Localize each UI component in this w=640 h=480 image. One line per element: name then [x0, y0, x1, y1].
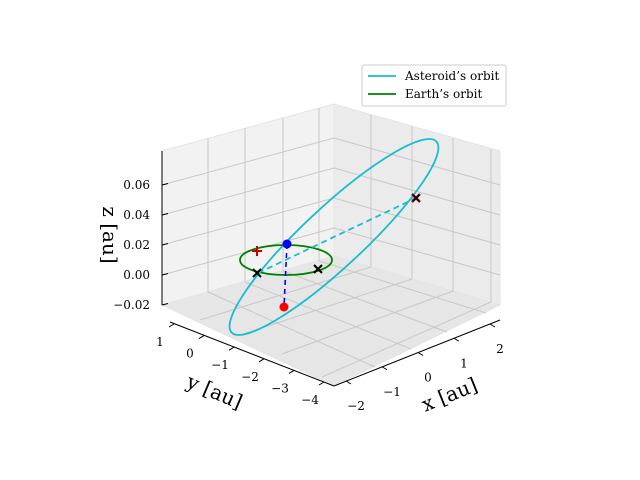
- marker-red-plus: [252, 246, 262, 256]
- x-tick-label: 2: [496, 342, 504, 356]
- grid-lines: [161, 108, 501, 378]
- y-tick-mark: [168, 323, 175, 328]
- x-tick-mark: [381, 366, 388, 371]
- asteroid-dashed-connector: [257, 197, 417, 274]
- z-tick-mark: [161, 183, 169, 186]
- y-axis-ticks: 1 0 −1 −2 −3 −4: [156, 323, 325, 407]
- y-tick-mark: [228, 346, 235, 351]
- x-tick-label: 1: [460, 356, 468, 370]
- y-tick-label: −2: [241, 370, 259, 384]
- z-axis-label: z [au]: [98, 206, 122, 263]
- z-tick-mark: [161, 243, 169, 246]
- legend-label-asteroid: Asteroid’s orbit: [404, 69, 499, 83]
- series-asteroid-orbit: [228, 138, 440, 336]
- marker-x-middle: [313, 264, 323, 274]
- z-tick-mark: [161, 273, 169, 276]
- z-tick-mark: [161, 303, 169, 306]
- z-axis-ticks: −0.02 0.00 0.02 0.04 0.06: [113, 178, 169, 312]
- x-tick-label: 0: [424, 371, 432, 385]
- z-tick-mark: [161, 213, 169, 216]
- y-tick-label: 0: [186, 347, 194, 361]
- y-tick-label: −1: [211, 358, 229, 372]
- x-tick-mark: [345, 380, 352, 385]
- y-tick-mark: [198, 335, 205, 340]
- plot-data: [228, 138, 440, 336]
- legend-frame: [361, 64, 507, 107]
- x-tick-mark: [489, 323, 496, 328]
- y-tick-mark: [288, 369, 295, 374]
- legend: Asteroid’s orbit Earth’s orbit: [361, 64, 507, 107]
- marker-x-left: [252, 268, 262, 278]
- x-tick-label: −2: [347, 399, 365, 413]
- z-drop-connector: [283, 243, 288, 308]
- marker-blue-dot: [282, 239, 292, 249]
- z-tick-label: 0.02: [123, 238, 150, 252]
- x-tick-mark: [417, 352, 424, 356]
- z-tick-label: 0.00: [123, 268, 150, 282]
- x-tick-mark: [453, 337, 460, 342]
- y-tick-mark: [258, 358, 265, 363]
- y-tick-label: 1: [156, 335, 164, 349]
- y-axis-label: y [au]: [182, 369, 246, 414]
- y-tick-mark: [318, 381, 325, 386]
- z-tick-label: 0.06: [123, 178, 150, 192]
- y-tick-label: −4: [301, 393, 319, 407]
- legend-label-earth: Earth’s orbit: [405, 87, 482, 101]
- y-tick-label: −3: [271, 381, 289, 395]
- x-axis-ticks: −2 −1 0 1 2: [345, 323, 504, 413]
- axis-lines: [161, 151, 501, 387]
- x-tick-label: −1: [383, 385, 401, 399]
- marker-x-right: [412, 194, 420, 202]
- z-tick-label: −0.02: [113, 298, 150, 312]
- y-axis-line: [169, 321, 335, 387]
- x-axis-line: [333, 319, 501, 387]
- marker-red-dot: [279, 302, 289, 312]
- z-tick-label: 0.04: [123, 208, 150, 222]
